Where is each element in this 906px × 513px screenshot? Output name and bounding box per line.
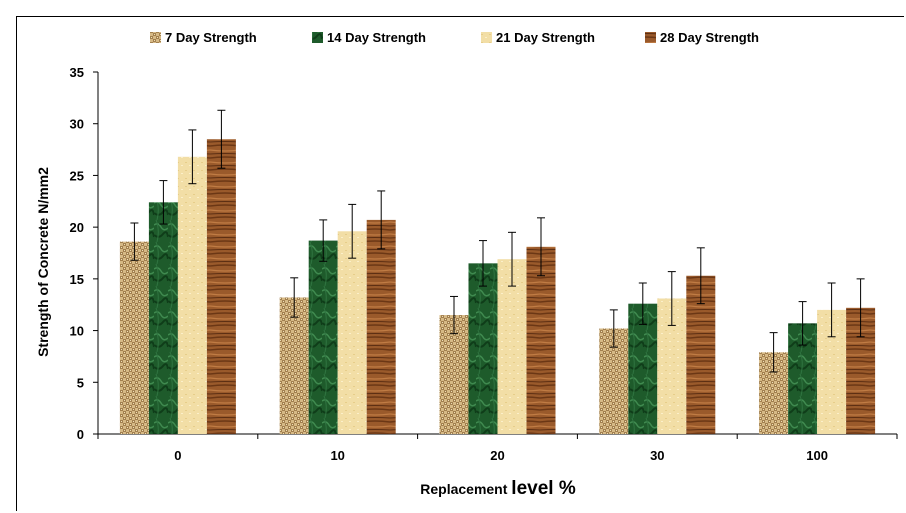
legend-label-3: 21 Day Strength xyxy=(496,30,595,45)
y-tick-label: 0 xyxy=(77,427,84,442)
bar-2-10 xyxy=(308,240,338,434)
x-tick-label: 20 xyxy=(490,448,504,463)
bar-2-30 xyxy=(628,303,658,434)
bar-3-10 xyxy=(337,231,367,434)
legend-swatch-2 xyxy=(312,32,323,43)
x-tick-label: 0 xyxy=(174,448,181,463)
bar-4-20 xyxy=(526,246,556,434)
y-axis-title: Strength of Concrete N/mm2 xyxy=(35,167,51,357)
x-tick-label: 30 xyxy=(650,448,664,463)
bar-4-10 xyxy=(366,219,396,434)
y-tick-label: 25 xyxy=(70,168,84,183)
y-tick-label: 15 xyxy=(70,272,84,287)
axis-titles: Replacement level % Strength of Concrete … xyxy=(35,167,576,499)
legend-label-4: 28 Day Strength xyxy=(660,30,759,45)
y-tick-label: 30 xyxy=(70,117,84,132)
chart-frame xyxy=(16,16,904,511)
bars xyxy=(119,139,876,434)
bar-3-20 xyxy=(497,259,527,434)
x-tick-label: 10 xyxy=(330,448,344,463)
error-bars xyxy=(130,109,865,373)
bar-4-0 xyxy=(206,139,236,434)
bar-1-20 xyxy=(439,315,469,434)
bar-1-10 xyxy=(279,297,309,434)
y-tick-label: 35 xyxy=(70,65,84,80)
bar-3-0 xyxy=(177,156,207,434)
legend-label-1: 7 Day Strength xyxy=(165,30,257,45)
legend-swatch-1 xyxy=(150,32,161,43)
legend-label-2: 14 Day Strength xyxy=(327,30,426,45)
legend: 7 Day Strength 14 Day Strength 21 Day Stre… xyxy=(150,30,759,45)
bar-1-0 xyxy=(119,241,149,434)
bar-2-0 xyxy=(148,202,178,434)
y-tick-label: 10 xyxy=(70,324,84,339)
legend-swatch-4 xyxy=(645,32,656,43)
y-tick-label: 20 xyxy=(70,220,84,235)
bar-2-20 xyxy=(468,263,498,434)
legend-swatch-3 xyxy=(481,32,492,43)
y-tick-label: 5 xyxy=(77,375,84,390)
x-tick-label: 100 xyxy=(806,448,828,463)
x-axis-title: Replacement level % xyxy=(420,478,576,499)
